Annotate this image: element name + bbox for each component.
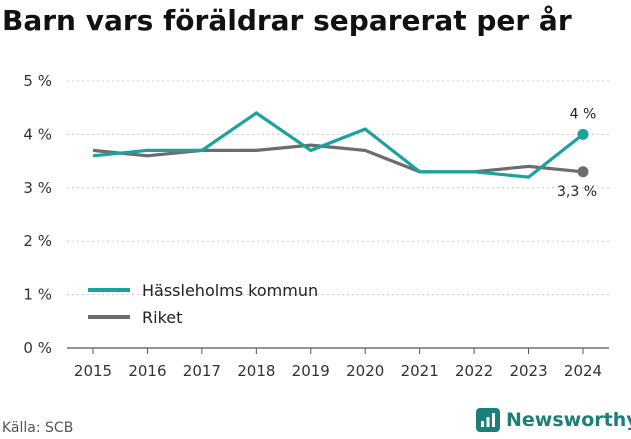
- series-line: [92, 143, 584, 174]
- x-tick-label: 2022: [455, 362, 493, 380]
- x-tick-label: 2020: [346, 362, 384, 380]
- chart-title: Barn vars föräldrar separerat per år: [2, 4, 572, 37]
- x-tick-label: 2024: [564, 362, 602, 380]
- x-tick-label: 2021: [401, 362, 439, 380]
- x-tick-label: 2016: [128, 362, 166, 380]
- y-tick-label: 4 %: [23, 125, 52, 143]
- x-tick-label: 2023: [509, 362, 547, 380]
- y-tick-label: 3 %: [23, 179, 52, 197]
- source-note: Källa: SCB: [2, 420, 74, 436]
- end-point-marker: [577, 128, 589, 140]
- x-tick-label: 2015: [74, 362, 112, 380]
- x-tick-label: 2019: [292, 362, 330, 380]
- end-value-label: 3,3 %: [557, 184, 597, 200]
- chart-bars-icon: [476, 408, 500, 432]
- legend-label: Riket: [142, 308, 182, 327]
- brand-logo: Newsworthy: [476, 408, 631, 432]
- line-chart: 0 % 1 % 2 % 3 % 4 % 5 % 2015 2016 2017 2018 2019 20…: [23, 72, 609, 380]
- y-tick-label: 0 %: [23, 339, 52, 357]
- x-tick-label: 2018: [237, 362, 275, 380]
- legend-label: Hässleholms kommun: [142, 281, 318, 300]
- y-tick-label: 5 %: [23, 72, 52, 90]
- brand-name: Newsworthy: [506, 409, 631, 431]
- series-line: [92, 111, 584, 179]
- y-tick-label: 2 %: [23, 232, 52, 250]
- y-tick-label: 1 %: [23, 286, 52, 304]
- x-tick-label: 2017: [183, 362, 221, 380]
- end-point-marker: [577, 166, 589, 178]
- end-value-label: 4 %: [570, 106, 597, 122]
